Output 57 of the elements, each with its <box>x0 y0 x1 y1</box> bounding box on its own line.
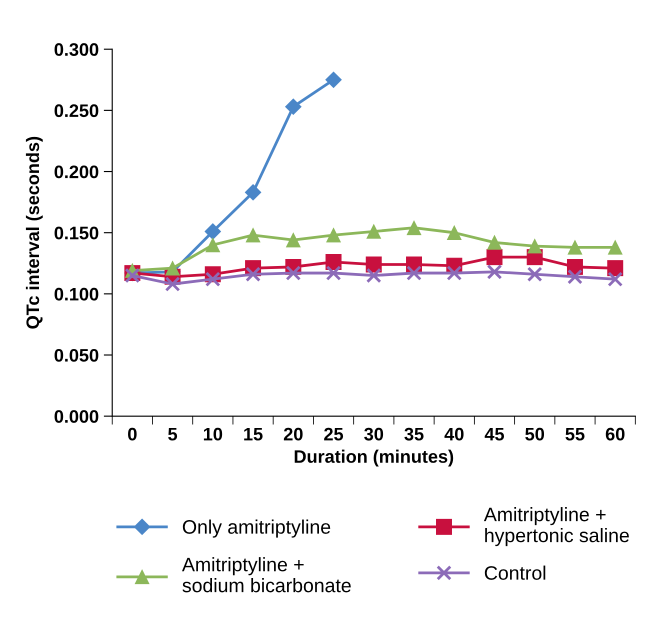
x-tick-label: 40 <box>444 428 464 441</box>
x-tick-label: 0 <box>128 428 137 441</box>
x-tick-label: 25 <box>324 428 344 441</box>
point <box>486 249 502 266</box>
y-tick-label: 0.000 <box>54 410 98 423</box>
point <box>326 228 341 242</box>
point <box>527 238 542 254</box>
point <box>608 240 622 255</box>
x-tick-label: 45 <box>484 428 504 441</box>
x-axis-title: Duration (minutes) <box>294 450 454 466</box>
x-tick-label: 15 <box>244 428 263 441</box>
y-axis-title: QTc interval (seconds) <box>26 136 43 329</box>
legend-label: Amitriptyline + hypertonic saline <box>484 507 629 546</box>
point <box>246 228 260 242</box>
x-tick-label: 20 <box>284 428 303 441</box>
point <box>446 225 462 240</box>
point <box>406 220 422 236</box>
x-tick-label: 60 <box>606 428 625 441</box>
point <box>608 272 623 287</box>
point <box>446 265 462 281</box>
point <box>366 224 382 239</box>
x-tick-label: 5 <box>168 428 178 441</box>
point <box>165 260 180 276</box>
point <box>325 72 342 88</box>
x-tick-label: 50 <box>525 428 544 441</box>
point <box>326 265 342 281</box>
point <box>204 223 222 240</box>
point <box>406 265 422 281</box>
legend-label: Amitriptyline + sodium bicarbonate <box>182 557 351 592</box>
point <box>245 266 261 282</box>
y-tick-label: 0.150 <box>54 226 98 240</box>
point <box>487 235 502 250</box>
x-tick-label: 10 <box>204 428 222 441</box>
y-tick-label: 0.300 <box>54 43 98 56</box>
point <box>286 265 301 281</box>
point <box>244 184 262 201</box>
point <box>527 266 542 282</box>
y-tick-label: 0.050 <box>54 348 98 362</box>
point <box>366 256 382 272</box>
point <box>164 276 180 292</box>
point <box>486 264 502 280</box>
x-tick-label: 30 <box>364 428 384 441</box>
y-tick-label: 0.200 <box>54 165 98 178</box>
point <box>326 254 342 270</box>
point <box>206 238 220 252</box>
x-tick-label: 35 <box>404 428 424 441</box>
y-tick-label: 0.100 <box>54 288 98 301</box>
point <box>366 268 382 284</box>
point <box>205 272 220 287</box>
legend-label: Only amitriptyline <box>182 520 330 538</box>
point <box>567 269 583 284</box>
x-tick-label: 55 <box>565 428 585 441</box>
point <box>568 240 582 255</box>
point <box>286 232 301 248</box>
point <box>285 98 302 115</box>
legend-label: Control <box>484 566 546 580</box>
y-tick-label: 0.250 <box>54 104 98 118</box>
